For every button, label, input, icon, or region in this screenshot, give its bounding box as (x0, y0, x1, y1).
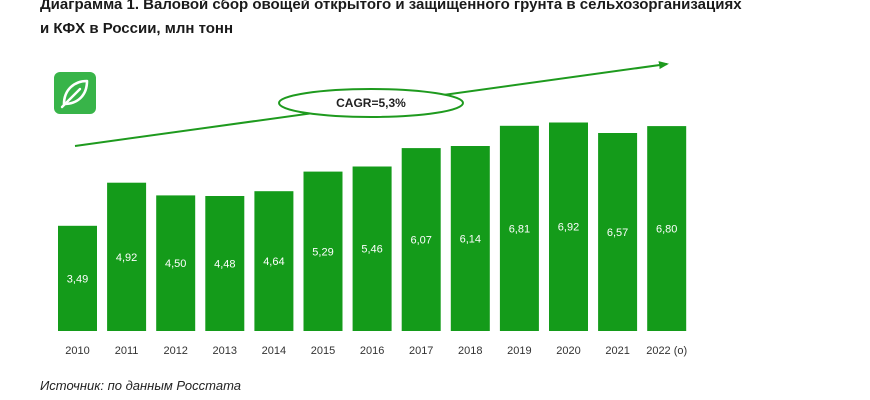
bar-value-label: 4,92 (116, 252, 137, 264)
bar-value-label: 4,48 (214, 259, 235, 271)
bar-2010 (58, 225, 97, 331)
bar-2013 (205, 196, 245, 331)
x-tick-label: 2016 (360, 345, 384, 357)
x-tick-label: 2017 (409, 345, 433, 357)
bar-2019 (499, 125, 539, 331)
bars-group: 3,49 2010 4,92 2011 4,50 2012 4,48 2013 4,64 2014… (58, 122, 687, 357)
bar-value-label: 6,92 (558, 222, 579, 234)
bar-2018 (450, 146, 490, 331)
bar-value-label: 4,50 (165, 258, 186, 270)
x-tick-label: 2019 (507, 345, 531, 357)
source-note: Источник: по данным Росстата (40, 378, 241, 393)
chart-title: Диаграмма 1. Валовой сбор овощей открыто… (40, 0, 865, 41)
bar-value-label: 6,07 (410, 235, 431, 247)
bar-value-label: 6,80 (656, 224, 677, 236)
bar-value-label: 3,49 (67, 273, 88, 285)
bar-value-label: 6,14 (460, 234, 481, 246)
chart-title-line-2: и КФХ в России, млн тонн (40, 20, 234, 37)
x-tick-label: 2022 (о) (646, 345, 687, 357)
x-tick-label: 2021 (605, 345, 629, 357)
x-tick-label: 2011 (115, 345, 139, 357)
x-tick-label: 2015 (311, 345, 335, 357)
bar-2012 (156, 195, 196, 331)
bar-value-label: 5,29 (312, 246, 333, 258)
x-tick-label: 2020 (556, 345, 580, 357)
bar-2021 (598, 133, 638, 331)
bar-value-label: 6,57 (607, 227, 628, 239)
bar-2016 (352, 166, 392, 331)
x-tick-label: 2013 (213, 345, 237, 357)
leaf-icon (54, 72, 96, 114)
bar-2015 (303, 171, 343, 331)
chart-title-line-1: Диаграмма 1. Валовой сбор овощей открыто… (40, 0, 742, 13)
bar-2022 (о) (647, 126, 687, 331)
x-tick-label: 2010 (65, 345, 89, 357)
x-tick-label: 2012 (163, 345, 187, 357)
bar-2020 (549, 122, 588, 331)
bar-2014 (254, 191, 294, 331)
bar-value-label: 4,64 (263, 256, 284, 268)
bar-value-label: 6,81 (509, 223, 530, 235)
bar-2017 (401, 148, 441, 331)
cagr-annotation: CAGR=5,3% (336, 96, 406, 110)
x-tick-label: 2014 (262, 345, 286, 357)
x-tick-label: 2018 (458, 345, 482, 357)
bar-2011 (107, 182, 147, 331)
cagr-ellipse (278, 88, 464, 118)
bar-value-label: 5,46 (361, 244, 382, 256)
